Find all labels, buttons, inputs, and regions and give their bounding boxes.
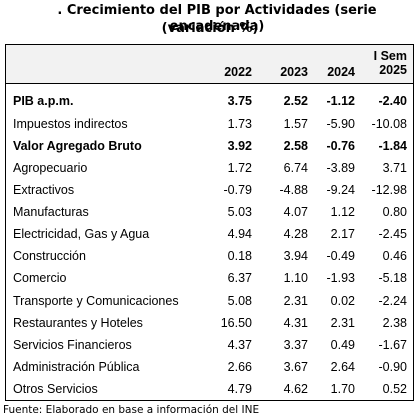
header-2023: 2023 (280, 65, 308, 79)
table-row: Manufacturas 5.03 4.07 1.12 0.80 (6, 201, 413, 223)
row-value: -1.12 (326, 94, 356, 108)
row-value: 5.03 (227, 205, 252, 219)
table-row: Servicios Financieros 4.37 3.37 0.49 -1.67 (6, 334, 413, 356)
row-value: 0.02 (330, 294, 355, 308)
row-value: -2.45 (378, 227, 408, 241)
row-value: -4.88 (279, 183, 309, 197)
row-value: 2.66 (227, 360, 252, 374)
row-value: -2.24 (378, 294, 408, 308)
row-value: -0.76 (326, 139, 356, 153)
row-label: Transporte y Comunicaciones (13, 294, 179, 308)
row-value: 2.31 (330, 316, 355, 330)
row-value: -5.18 (378, 271, 408, 285)
row-label: Servicios Financieros (13, 338, 132, 352)
row-label: Extractivos (13, 183, 75, 197)
row-value: 0.80 (382, 205, 407, 219)
row-value: -0.90 (378, 360, 408, 374)
row-value: 4.62 (283, 382, 308, 396)
header-sem-year: 2025 (379, 63, 407, 77)
row-value: -0.79 (223, 183, 253, 197)
row-value: -0.49 (326, 249, 356, 263)
table-row: Electricidad, Gas y Agua 4.94 4.28 2.17 -2.4… (6, 223, 413, 245)
header-sem-label: I Sem (373, 49, 407, 63)
row-value: 0.49 (330, 338, 355, 352)
table-row: Agropecuario 1.72 6.74 -3.89 3.71 (6, 157, 413, 179)
row-label: Comercio (13, 271, 67, 285)
row-value: 2.31 (283, 294, 308, 308)
header-2024: 2024 (327, 65, 355, 79)
source-note: Fuente: Elaborado en base a información … (3, 404, 260, 416)
row-value: -10.08 (371, 117, 407, 131)
row-value: 3.75 (227, 94, 252, 108)
table-row: PIB a.p.m. 3.75 2.52 -1.12 -2.40 (6, 90, 413, 112)
row-value: 0.52 (382, 382, 407, 396)
row-label: Administración Pública (13, 360, 140, 374)
header-sem-2025: I Sem 2025 (359, 49, 407, 77)
table-row: Extractivos -0.79 -4.88 -9.24 -12.98 (6, 179, 413, 201)
row-value: -3.89 (326, 161, 356, 175)
table-row: Impuestos indirectos 1.73 1.57 -5.90 -10.08 (6, 113, 413, 135)
row-value: 4.31 (283, 316, 308, 330)
row-value: 4.37 (227, 338, 252, 352)
row-value: 1.10 (283, 271, 308, 285)
row-label: Agropecuario (13, 161, 88, 175)
row-label: Valor Agregado Bruto (13, 139, 142, 153)
table-row: Otros Servicios 4.79 4.62 1.70 0.52 (6, 378, 413, 400)
row-label: Restaurantes y Hoteles (13, 316, 143, 330)
row-value: 4.94 (227, 227, 252, 241)
table-row: Transporte y Comunicaciones 5.08 2.31 0.02 -… (6, 290, 413, 312)
row-value: -5.90 (326, 117, 356, 131)
table-title: . Crecimiento del PIB por Actividades (s… (57, 3, 377, 34)
row-label: PIB a.p.m. (13, 94, 74, 108)
table-row: Valor Agregado Bruto 3.92 2.58 -0.76 -1.84 (6, 135, 413, 157)
row-value: 3.92 (227, 139, 252, 153)
table-row: Comercio 6.37 1.10 -1.93 -5.18 (6, 267, 413, 289)
row-value: 0.18 (227, 249, 252, 263)
header-2022: 2022 (224, 65, 252, 79)
row-value: 1.57 (283, 117, 308, 131)
row-value: 5.08 (227, 294, 252, 308)
row-value: 3.37 (283, 338, 308, 352)
row-value: 2.38 (382, 316, 407, 330)
row-value: 6.37 (227, 271, 252, 285)
row-label: Manufacturas (13, 205, 89, 219)
row-value: 1.12 (330, 205, 355, 219)
data-table: 2022 2023 2024 I Sem 2025 PIB a.p.m. 3.75… (5, 44, 414, 401)
table-row: Restaurantes y Hoteles 16.50 4.31 2.31 2.38 (6, 312, 413, 334)
row-value: 1.70 (330, 382, 355, 396)
row-value: 3.94 (283, 249, 308, 263)
row-value: 1.73 (227, 117, 252, 131)
row-value: -1.84 (378, 139, 408, 153)
row-value: 1.72 (227, 161, 252, 175)
row-value: 4.07 (283, 205, 308, 219)
row-value: 6.74 (283, 161, 308, 175)
row-value: 4.79 (227, 382, 252, 396)
row-value: 3.71 (382, 161, 407, 175)
row-label: Otros Servicios (13, 382, 98, 396)
row-label: Electricidad, Gas y Agua (13, 227, 150, 241)
row-value: -9.24 (326, 183, 356, 197)
row-value: 2.58 (283, 139, 308, 153)
row-value: -1.93 (326, 271, 356, 285)
row-label: Construcción (13, 249, 86, 263)
row-value: -2.40 (378, 94, 408, 108)
table-subtitle: (variación %) (161, 21, 259, 36)
row-value: 0.46 (382, 249, 407, 263)
table-row: Construcción 0.18 3.94 -0.49 0.46 (6, 245, 413, 267)
row-value: -1.67 (378, 338, 408, 352)
table-row: Administración Pública 2.66 3.67 2.64 -0.90 (6, 356, 413, 378)
row-value: 16.50 (220, 316, 252, 330)
table-header: 2022 2023 2024 I Sem 2025 (6, 45, 413, 84)
row-value: 4.28 (283, 227, 308, 241)
row-value: 2.17 (330, 227, 355, 241)
row-value: 2.52 (283, 94, 308, 108)
row-value: 3.67 (283, 360, 308, 374)
row-value: -12.98 (371, 183, 407, 197)
row-label: Impuestos indirectos (13, 117, 128, 131)
row-value: 2.64 (330, 360, 355, 374)
